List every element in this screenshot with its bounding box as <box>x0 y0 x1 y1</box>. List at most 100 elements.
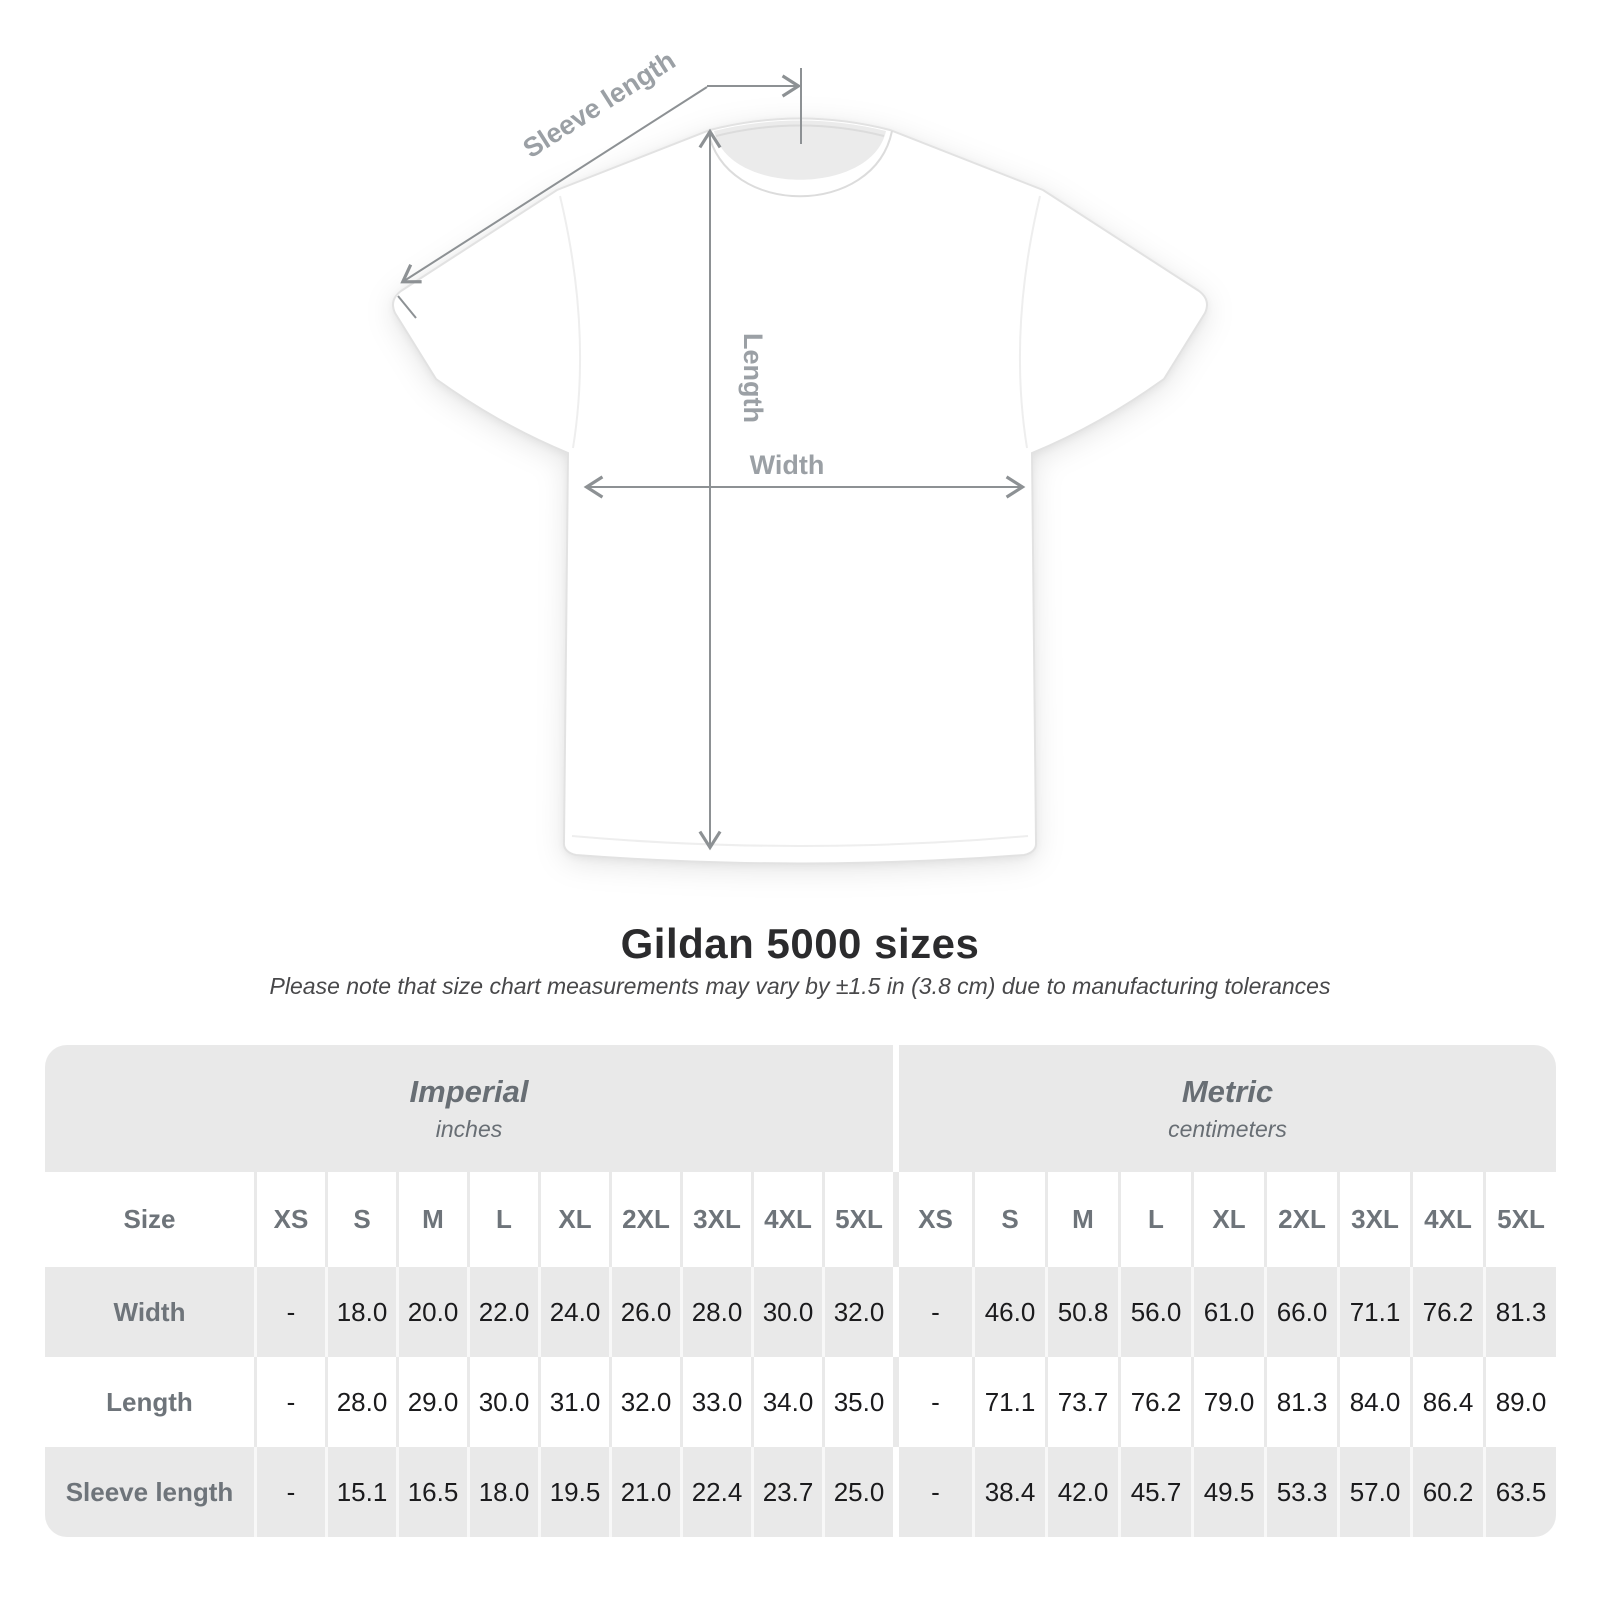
sleeve-cm-3xl: 57.0 <box>1337 1447 1410 1537</box>
size-header-xl: XL <box>1191 1172 1264 1267</box>
tshirt-graphic <box>392 117 1208 865</box>
metric-title: Metric <box>1181 1074 1274 1110</box>
sleeve-in-2xl: 21.0 <box>609 1447 680 1537</box>
right-sleeve-seam <box>1018 195 1041 449</box>
length-cm-5xl: 89.0 <box>1483 1357 1556 1447</box>
length-label: Length <box>738 333 768 423</box>
section-divider <box>893 1267 899 1357</box>
width-in-s: 18.0 <box>325 1267 396 1357</box>
width-cm-5xl: 81.3 <box>1483 1267 1556 1357</box>
width-cm-xl: 61.0 <box>1191 1267 1264 1357</box>
width-in-4xl: 30.0 <box>751 1267 822 1357</box>
tshirt-body <box>392 117 1208 865</box>
size-header-2xl: 2XL <box>609 1172 680 1267</box>
width-cm-2xl: 66.0 <box>1264 1267 1337 1357</box>
tolerance-note: Please note that size chart measurements… <box>269 973 1331 999</box>
neck-opening <box>714 120 886 180</box>
row-label-width: Width <box>45 1267 254 1357</box>
sleeve-in-xl: 19.5 <box>538 1447 609 1537</box>
width-in-m: 20.0 <box>396 1267 467 1357</box>
section-divider <box>893 1357 899 1447</box>
width-in-2xl: 26.0 <box>609 1267 680 1357</box>
sleeve-in-4xl: 23.7 <box>751 1447 822 1537</box>
width-cm-3xl: 71.1 <box>1337 1267 1410 1357</box>
size-header-4xl: 4XL <box>751 1172 822 1267</box>
section-divider <box>893 1045 899 1172</box>
size-header-m: M <box>396 1172 467 1267</box>
sleeve-cm-4xl: 60.2 <box>1410 1447 1483 1537</box>
width-cm-s: 46.0 <box>972 1267 1045 1357</box>
length-in-3xl: 33.0 <box>680 1357 751 1447</box>
width-in-5xl: 32.0 <box>822 1267 893 1357</box>
width-cm-l: 56.0 <box>1118 1267 1191 1357</box>
metric-unit: centimeters <box>1168 1115 1287 1142</box>
length-cm-4xl: 86.4 <box>1410 1357 1483 1447</box>
size-header-xl: XL <box>538 1172 609 1267</box>
size-header-xs: XS <box>254 1172 325 1267</box>
length-cm-2xl: 81.3 <box>1264 1357 1337 1447</box>
sleeve-in-m: 16.5 <box>396 1447 467 1537</box>
size-header-4xl: 4XL <box>1410 1172 1483 1267</box>
imperial-unit: inches <box>435 1115 503 1142</box>
length-in-s: 28.0 <box>325 1357 396 1447</box>
size-header-5xl: 5XL <box>1483 1172 1556 1267</box>
sleeve-length-label: Sleeve length <box>518 45 681 164</box>
width-in-l: 22.0 <box>467 1267 538 1357</box>
row-label-length: Length <box>45 1357 254 1447</box>
sleeve-in-s: 15.1 <box>325 1447 396 1537</box>
sleeve-in-3xl: 22.4 <box>680 1447 751 1537</box>
width-cm-4xl: 76.2 <box>1410 1267 1483 1357</box>
size-header-3xl: 3XL <box>1337 1172 1410 1267</box>
size-header-3xl: 3XL <box>680 1172 751 1267</box>
size-header-s: S <box>972 1172 1045 1267</box>
section-divider <box>893 1172 899 1267</box>
length-in-l: 30.0 <box>467 1357 538 1447</box>
sleeve-cm-s: 38.4 <box>972 1447 1045 1537</box>
tshirt-diagram-svg: Sleeve length Length Width <box>392 45 1208 865</box>
width-cm-xs: - <box>899 1267 972 1357</box>
collar-outer-seam <box>707 130 893 198</box>
sleeve-cm-xl: 49.5 <box>1191 1447 1264 1537</box>
width-cm-m: 50.8 <box>1045 1267 1118 1357</box>
length-cm-l: 76.2 <box>1118 1357 1191 1447</box>
size-header-l: L <box>1118 1172 1191 1267</box>
sleeve-cm-2xl: 53.3 <box>1264 1447 1337 1537</box>
left-sleeve-seam <box>559 195 582 449</box>
sleeve-cm-5xl: 63.5 <box>1483 1447 1556 1537</box>
sleeve-in-xs: - <box>254 1447 325 1537</box>
sleeve-cm-xs: - <box>899 1447 972 1537</box>
length-in-2xl: 32.0 <box>609 1357 680 1447</box>
size-header-5xl: 5XL <box>822 1172 893 1267</box>
hem-seam <box>571 835 1029 847</box>
size-table: Imperial inches Metric centimeters Size … <box>45 1045 1556 1537</box>
sleeve-end-tick <box>397 295 417 319</box>
tshirt-measurement-diagram: Sleeve length Length Width <box>392 45 1208 865</box>
size-header-m: M <box>1045 1172 1118 1267</box>
length-cm-m: 73.7 <box>1045 1357 1118 1447</box>
width-in-3xl: 28.0 <box>680 1267 751 1357</box>
width-in-xl: 24.0 <box>538 1267 609 1357</box>
sleeve-cm-l: 45.7 <box>1118 1447 1191 1537</box>
length-in-xl: 31.0 <box>538 1357 609 1447</box>
width-label: Width <box>750 450 825 480</box>
size-column-header: Size <box>45 1172 254 1267</box>
sleeve-length-arrow <box>400 86 708 284</box>
length-cm-3xl: 84.0 <box>1337 1357 1410 1447</box>
length-in-5xl: 35.0 <box>822 1357 893 1447</box>
length-in-4xl: 34.0 <box>751 1357 822 1447</box>
size-header-2xl: 2XL <box>1264 1172 1337 1267</box>
row-label-sleeve-length: Sleeve length <box>45 1447 254 1537</box>
length-in-xs: - <box>254 1357 325 1447</box>
sleeve-cm-m: 42.0 <box>1045 1447 1118 1537</box>
measurement-lines <box>397 68 1026 851</box>
imperial-section-header: Imperial inches <box>45 1045 893 1172</box>
sleeve-in-l: 18.0 <box>467 1447 538 1537</box>
section-divider <box>893 1447 899 1537</box>
metric-section-header: Metric centimeters <box>899 1045 1556 1172</box>
length-in-m: 29.0 <box>396 1357 467 1447</box>
page-title: Gildan 5000 sizes <box>620 920 980 967</box>
size-header-xs: XS <box>899 1172 972 1267</box>
length-cm-xl: 79.0 <box>1191 1357 1264 1447</box>
imperial-title: Imperial <box>409 1074 529 1110</box>
